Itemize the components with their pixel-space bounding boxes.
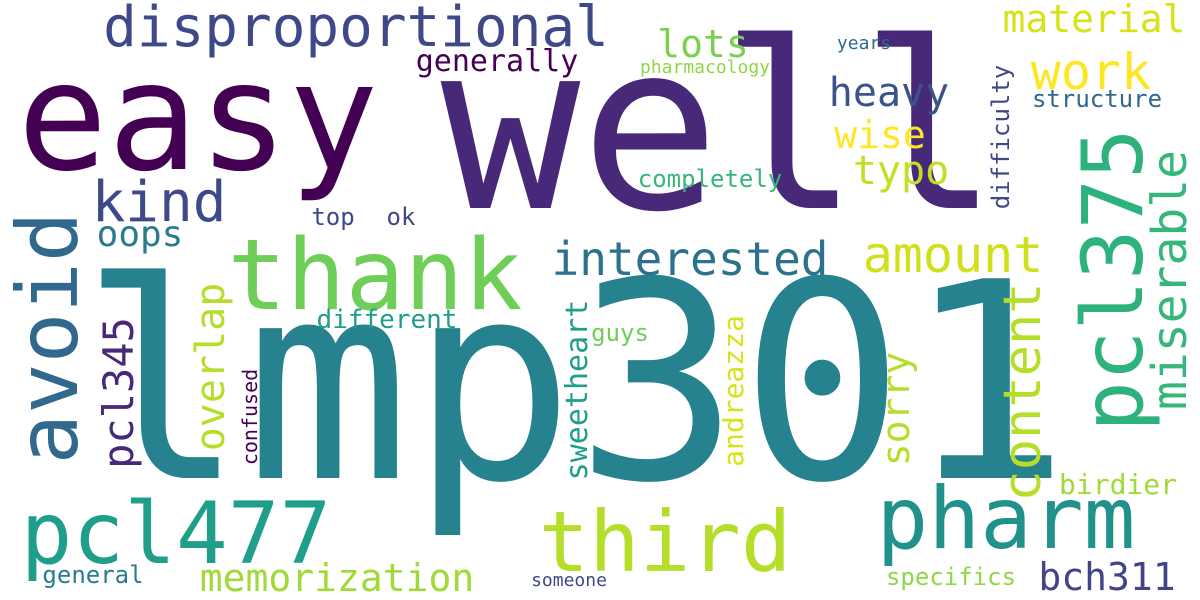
word-content: content [993,282,1053,502]
word-lmp301: lmp301 [80,224,1070,543]
word-third: third [538,493,792,591]
word-andreazza: andreazza [717,315,750,467]
word-specifics: specifics [885,563,1017,591]
word-well: well [440,0,1000,263]
word-pcl345: pcl345 [94,317,143,469]
word-confused: confused [238,368,262,466]
word-interested: interested [551,232,829,286]
word-overlap: overlap [188,282,234,452]
word-sorry: sorry [874,351,918,467]
word-structure: structure [1031,85,1163,113]
word-years: years [836,33,892,54]
word-wise: wise [834,113,926,157]
word-sweetheart: sweetheart [560,299,595,481]
word-difficulty: difficulty [987,64,1015,210]
word-oops: oops [96,214,184,255]
word-top: top [311,203,355,231]
word-completely: completely [637,165,783,193]
word-bch311: bch311 [1038,555,1176,599]
word-someone: someone [531,570,607,591]
word-generally: generally [415,44,579,79]
word-lots: lots [657,22,749,66]
word-typo: typo [852,148,950,194]
word-pharmacology: pharmacology [639,57,771,78]
word-avoid: avoid [0,211,97,465]
word-different: different [316,305,458,335]
word-pcl477: pcl477 [20,484,332,584]
word-pharm: pharm [876,469,1136,569]
word-memorization: memorization [199,556,475,600]
word-ok: ok [386,203,416,231]
word-kind: kind [91,170,227,235]
word-easy: easy [17,31,379,205]
word-disproportional: disproportional [103,0,609,60]
word-work: work [1030,43,1152,101]
word-miserable: miserable [1142,149,1198,411]
word-material: material [1002,0,1186,41]
word-general: general [42,561,144,589]
word-guys: guys [591,319,649,347]
word-amount: amount [862,226,1044,284]
word-thank: thank [227,219,523,333]
word-heavy: heavy [828,70,950,116]
word-birdier: birdier [1058,468,1178,501]
